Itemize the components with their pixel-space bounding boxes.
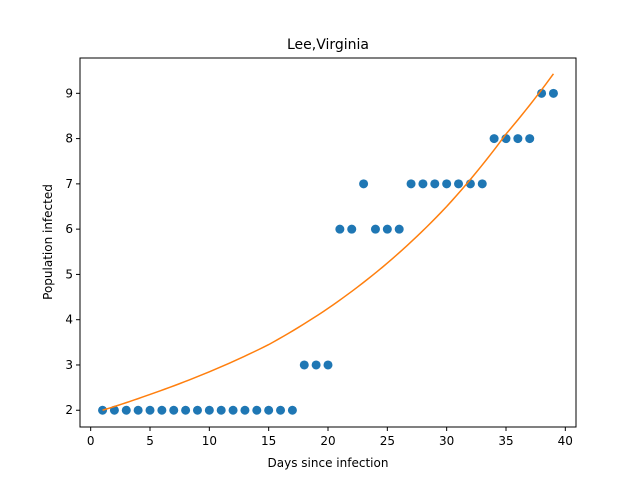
data-point (252, 405, 262, 415)
data-point (525, 134, 535, 144)
axis-ticks: 0 5 10 15 20 25 30 35 40 2 3 4 5 6 7 8 9 (65, 86, 573, 448)
data-point (264, 405, 274, 415)
x-axis-label: Days since infection (268, 456, 389, 470)
y-tick-label: 4 (65, 313, 73, 327)
fit-curve (102, 73, 555, 411)
data-point (347, 224, 357, 234)
data-point (192, 405, 202, 415)
data-point (370, 224, 380, 234)
data-point (181, 405, 191, 415)
x-tick-label: 10 (202, 434, 217, 448)
data-point (157, 405, 167, 415)
y-tick-label: 5 (65, 267, 73, 281)
data-point (418, 179, 428, 189)
y-tick-label: 2 (65, 403, 73, 417)
data-point (477, 179, 487, 189)
data-point (145, 405, 155, 415)
axes-frame (79, 57, 577, 428)
data-point (489, 134, 499, 144)
x-tick-label: 40 (558, 434, 573, 448)
x-tick-label: 30 (439, 434, 454, 448)
y-tick-label: 9 (65, 86, 73, 100)
data-point (121, 405, 131, 415)
y-tick-label: 3 (65, 358, 73, 372)
y-tick-label: 7 (65, 177, 73, 191)
data-point (382, 224, 392, 234)
data-point (335, 224, 345, 234)
data-point (406, 179, 416, 189)
x-tick-label: 25 (380, 434, 395, 448)
data-point (204, 405, 214, 415)
x-tick-label: 5 (146, 434, 154, 448)
data-point (228, 405, 238, 415)
data-point (216, 405, 226, 415)
data-point (454, 179, 464, 189)
x-tick-label: 15 (261, 434, 276, 448)
data-point (240, 405, 250, 415)
x-tick-label: 35 (498, 434, 513, 448)
plot-area (98, 73, 558, 415)
data-point (442, 179, 452, 189)
x-tick-label: 0 (87, 434, 95, 448)
data-point (133, 405, 143, 415)
data-point (513, 134, 523, 144)
x-tick-label: 20 (320, 434, 335, 448)
data-point (311, 360, 321, 370)
y-tick-label: 8 (65, 132, 73, 146)
data-point (430, 179, 440, 189)
data-point (394, 224, 404, 234)
data-point (287, 405, 297, 415)
data-point (537, 88, 547, 98)
data-point (323, 360, 333, 370)
data-point (98, 405, 108, 415)
y-axis-label: Population infected (41, 184, 55, 300)
data-point (548, 88, 558, 98)
data-point (299, 360, 309, 370)
chart-title: Lee,Virginia (287, 37, 369, 53)
y-tick-label: 6 (65, 222, 73, 236)
data-point (359, 179, 369, 189)
data-point (276, 405, 286, 415)
data-point (169, 405, 179, 415)
